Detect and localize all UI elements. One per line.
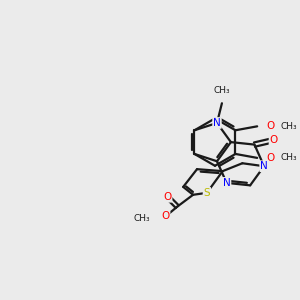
Text: O: O <box>163 192 172 202</box>
Text: CH₃: CH₃ <box>281 153 298 162</box>
Text: S: S <box>204 188 210 198</box>
Text: N: N <box>223 178 230 188</box>
Text: CH₃: CH₃ <box>214 86 230 95</box>
Text: O: O <box>267 121 275 131</box>
Text: O: O <box>267 153 275 163</box>
Text: N: N <box>260 161 268 171</box>
Text: CH₃: CH₃ <box>133 214 150 223</box>
Text: CH₃: CH₃ <box>281 122 298 131</box>
Text: O: O <box>269 135 278 145</box>
Text: N: N <box>213 118 221 128</box>
Text: O: O <box>161 212 169 221</box>
